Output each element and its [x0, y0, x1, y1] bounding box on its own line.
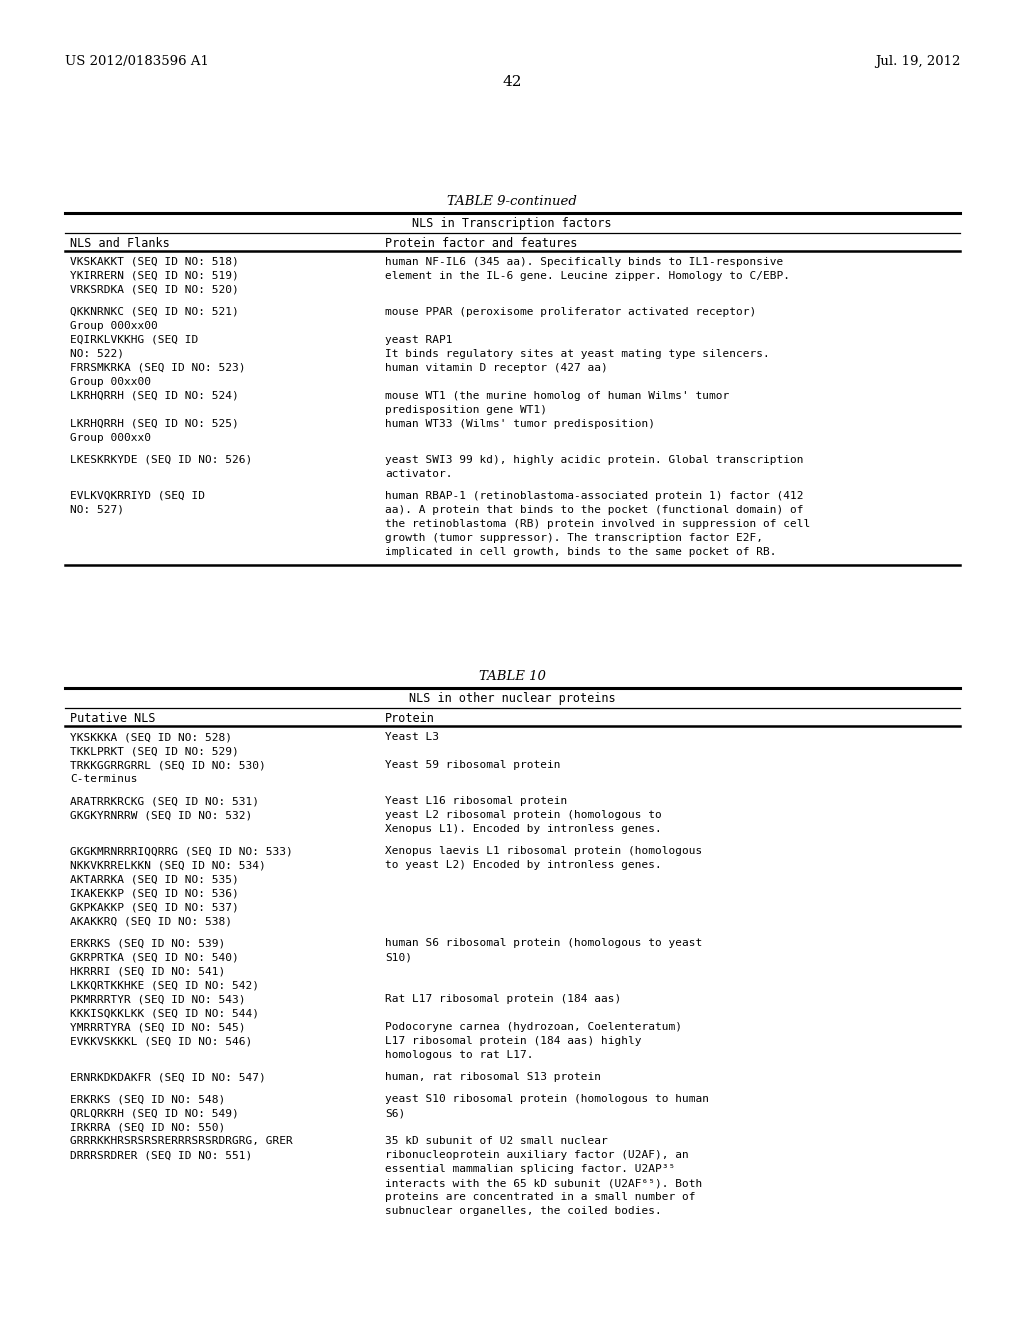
- Text: ribonucleoprotein auxiliary factor (U2AF), an: ribonucleoprotein auxiliary factor (U2AF…: [385, 1150, 689, 1160]
- Text: Yeast L3: Yeast L3: [385, 733, 439, 742]
- Text: It binds regulatory sites at yeast mating type silencers.: It binds regulatory sites at yeast matin…: [385, 348, 770, 359]
- Text: EVLKVQKRRIYD (SEQ ID: EVLKVQKRRIYD (SEQ ID: [70, 491, 205, 502]
- Text: IKAKEKKP (SEQ ID NO: 536): IKAKEKKP (SEQ ID NO: 536): [70, 888, 239, 898]
- Text: NLS in other nuclear proteins: NLS in other nuclear proteins: [409, 692, 615, 705]
- Text: mouse WT1 (the murine homolog of human Wilms' tumor: mouse WT1 (the murine homolog of human W…: [385, 391, 729, 401]
- Text: NLS in Transcription factors: NLS in Transcription factors: [413, 216, 611, 230]
- Text: LKRHQRRH (SEQ ID NO: 524): LKRHQRRH (SEQ ID NO: 524): [70, 391, 239, 401]
- Text: TABLE 10: TABLE 10: [478, 671, 546, 682]
- Text: ERKRKS (SEQ ID NO: 539): ERKRKS (SEQ ID NO: 539): [70, 939, 225, 948]
- Text: GKGKYRNRRW (SEQ ID NO: 532): GKGKYRNRRW (SEQ ID NO: 532): [70, 810, 252, 820]
- Text: US 2012/0183596 A1: US 2012/0183596 A1: [65, 55, 209, 69]
- Text: Yeast L16 ribosomal protein: Yeast L16 ribosomal protein: [385, 796, 567, 807]
- Text: the retinoblastoma (RB) protein involved in suppression of cell: the retinoblastoma (RB) protein involved…: [385, 519, 810, 529]
- Text: implicated in cell growth, binds to the same pocket of RB.: implicated in cell growth, binds to the …: [385, 546, 776, 557]
- Text: S10): S10): [385, 952, 412, 962]
- Text: VKSKAKKT (SEQ ID NO: 518): VKSKAKKT (SEQ ID NO: 518): [70, 257, 239, 267]
- Text: aa). A protein that binds to the pocket (functional domain) of: aa). A protein that binds to the pocket …: [385, 506, 804, 515]
- Text: ERNRKDKDAKFR (SEQ ID NO: 547): ERNRKDKDAKFR (SEQ ID NO: 547): [70, 1072, 266, 1082]
- Text: mouse PPAR (peroxisome proliferator activated receptor): mouse PPAR (peroxisome proliferator acti…: [385, 308, 757, 317]
- Text: Podocoryne carnea (hydrozoan, Coelenteratum): Podocoryne carnea (hydrozoan, Coelentera…: [385, 1022, 682, 1032]
- Text: yeast SWI3 99 kd), highly acidic protein. Global transcription: yeast SWI3 99 kd), highly acidic protein…: [385, 455, 804, 465]
- Text: 42: 42: [502, 75, 522, 88]
- Text: yeast RAP1: yeast RAP1: [385, 335, 453, 345]
- Text: NLS and Flanks: NLS and Flanks: [70, 238, 170, 249]
- Text: KKKISQKKLKK (SEQ ID NO: 544): KKKISQKKLKK (SEQ ID NO: 544): [70, 1008, 259, 1018]
- Text: AKTARRKA (SEQ ID NO: 535): AKTARRKA (SEQ ID NO: 535): [70, 874, 239, 884]
- Text: NKKVKRRELKKN (SEQ ID NO: 534): NKKVKRRELKKN (SEQ ID NO: 534): [70, 861, 266, 870]
- Text: homologous to rat L17.: homologous to rat L17.: [385, 1049, 534, 1060]
- Text: VRKSRDKA (SEQ ID NO: 520): VRKSRDKA (SEQ ID NO: 520): [70, 285, 239, 294]
- Text: interacts with the 65 kD subunit (U2AF⁶⁵). Both: interacts with the 65 kD subunit (U2AF⁶⁵…: [385, 1177, 702, 1188]
- Text: YKSKKKA (SEQ ID NO: 528): YKSKKKA (SEQ ID NO: 528): [70, 733, 232, 742]
- Text: IRKRRA (SEQ ID NO: 550): IRKRRA (SEQ ID NO: 550): [70, 1122, 225, 1133]
- Text: TKKLPRKT (SEQ ID NO: 529): TKKLPRKT (SEQ ID NO: 529): [70, 746, 239, 756]
- Text: Rat L17 ribosomal protein (184 aas): Rat L17 ribosomal protein (184 aas): [385, 994, 622, 1005]
- Text: human, rat ribosomal S13 protein: human, rat ribosomal S13 protein: [385, 1072, 601, 1082]
- Text: subnuclear organelles, the coiled bodies.: subnuclear organelles, the coiled bodies…: [385, 1206, 662, 1216]
- Text: essential mammalian splicing factor. U2AP³⁵: essential mammalian splicing factor. U2A…: [385, 1164, 675, 1173]
- Text: TABLE 9-continued: TABLE 9-continued: [447, 195, 577, 209]
- Text: Protein factor and features: Protein factor and features: [385, 238, 578, 249]
- Text: QKKNRNKC (SEQ ID NO: 521): QKKNRNKC (SEQ ID NO: 521): [70, 308, 239, 317]
- Text: Group 00xx00: Group 00xx00: [70, 378, 151, 387]
- Text: Group 000xx00: Group 000xx00: [70, 321, 158, 331]
- Text: human vitamin D receptor (427 aa): human vitamin D receptor (427 aa): [385, 363, 608, 374]
- Text: GKGKMRNRRRIQQRRG (SEQ ID NO: 533): GKGKMRNRRRIQQRRG (SEQ ID NO: 533): [70, 846, 293, 855]
- Text: NO: 527): NO: 527): [70, 506, 124, 515]
- Text: Xenopus laevis L1 ribosomal protein (homologous: Xenopus laevis L1 ribosomal protein (hom…: [385, 846, 702, 855]
- Text: EVKKVSKKKL (SEQ ID NO: 546): EVKKVSKKKL (SEQ ID NO: 546): [70, 1036, 252, 1045]
- Text: activator.: activator.: [385, 469, 453, 479]
- Text: QRLQRKRH (SEQ ID NO: 549): QRLQRKRH (SEQ ID NO: 549): [70, 1107, 239, 1118]
- Text: GKPKAKKP (SEQ ID NO: 537): GKPKAKKP (SEQ ID NO: 537): [70, 902, 239, 912]
- Text: human RBAP-1 (retinoblastoma-associated protein 1) factor (412: human RBAP-1 (retinoblastoma-associated …: [385, 491, 804, 502]
- Text: Jul. 19, 2012: Jul. 19, 2012: [874, 55, 961, 69]
- Text: GRRRKKHRSRSRSRERRRSRSRDRGRG, GRER: GRRRKKHRSRSRSRERRRSRSRDRGRG, GRER: [70, 1137, 293, 1146]
- Text: ARATRRKRCKG (SEQ ID NO: 531): ARATRRKRCKG (SEQ ID NO: 531): [70, 796, 259, 807]
- Text: HKRRRI (SEQ ID NO: 541): HKRRRI (SEQ ID NO: 541): [70, 966, 225, 975]
- Text: human S6 ribosomal protein (homologous to yeast: human S6 ribosomal protein (homologous t…: [385, 939, 702, 948]
- Text: LKRHQRRH (SEQ ID NO: 525): LKRHQRRH (SEQ ID NO: 525): [70, 418, 239, 429]
- Text: LKKQRTKKНKE (SEQ ID NO: 542): LKKQRTKKНKE (SEQ ID NO: 542): [70, 979, 259, 990]
- Text: 35 kD subunit of U2 small nuclear: 35 kD subunit of U2 small nuclear: [385, 1137, 608, 1146]
- Text: L17 ribosomal protein (184 aas) highly: L17 ribosomal protein (184 aas) highly: [385, 1036, 641, 1045]
- Text: C-terminus: C-terminus: [70, 774, 137, 784]
- Text: predisposition gene WT1): predisposition gene WT1): [385, 405, 547, 414]
- Text: Putative NLS: Putative NLS: [70, 711, 156, 725]
- Text: AKAKKRQ (SEQ ID NO: 538): AKAKKRQ (SEQ ID NO: 538): [70, 916, 232, 927]
- Text: element in the IL-6 gene. Leucine zipper. Homology to C/EBP.: element in the IL-6 gene. Leucine zipper…: [385, 271, 790, 281]
- Text: to yeast L2) Encoded by intronless genes.: to yeast L2) Encoded by intronless genes…: [385, 861, 662, 870]
- Text: proteins are concentrated in a small number of: proteins are concentrated in a small num…: [385, 1192, 695, 1203]
- Text: YKIRRERN (SEQ ID NO: 519): YKIRRERN (SEQ ID NO: 519): [70, 271, 239, 281]
- Text: TRKKGGRRGRRL (SEQ ID NO: 530): TRKKGGRRGRRL (SEQ ID NO: 530): [70, 760, 266, 770]
- Text: EQIRKLVKKHG (SEQ ID: EQIRKLVKKHG (SEQ ID: [70, 335, 199, 345]
- Text: GKRPRTKA (SEQ ID NO: 540): GKRPRTKA (SEQ ID NO: 540): [70, 952, 239, 962]
- Text: yeast L2 ribosomal protein (homologous to: yeast L2 ribosomal protein (homologous t…: [385, 810, 662, 820]
- Text: human WT33 (Wilms' tumor predisposition): human WT33 (Wilms' tumor predisposition): [385, 418, 655, 429]
- Text: LKESKRKYDE (SEQ ID NO: 526): LKESKRKYDE (SEQ ID NO: 526): [70, 455, 252, 465]
- Text: S6): S6): [385, 1107, 406, 1118]
- Text: Group 000xx0: Group 000xx0: [70, 433, 151, 444]
- Text: YMRRRTYRA (SEQ ID NO: 545): YMRRRTYRA (SEQ ID NO: 545): [70, 1022, 246, 1032]
- Text: growth (tumor suppressor). The transcription factor E2F,: growth (tumor suppressor). The transcrip…: [385, 533, 763, 543]
- Text: FRRSMKRKA (SEQ ID NO: 523): FRRSMKRKA (SEQ ID NO: 523): [70, 363, 246, 374]
- Text: ERKRKS (SEQ ID NO: 548): ERKRKS (SEQ ID NO: 548): [70, 1094, 225, 1104]
- Text: Xenopus L1). Encoded by intronless genes.: Xenopus L1). Encoded by intronless genes…: [385, 824, 662, 834]
- Text: Protein: Protein: [385, 711, 435, 725]
- Text: Yeast 59 ribosomal protein: Yeast 59 ribosomal protein: [385, 760, 560, 770]
- Text: DRRRSRDRER (SEQ ID NO: 551): DRRRSRDRER (SEQ ID NO: 551): [70, 1150, 252, 1160]
- Text: yeast S10 ribosomal protein (homologous to human: yeast S10 ribosomal protein (homologous …: [385, 1094, 709, 1104]
- Text: human NF-IL6 (345 aa). Specifically binds to IL1-responsive: human NF-IL6 (345 aa). Specifically bind…: [385, 257, 783, 267]
- Text: PKMRRRTYR (SEQ ID NO: 543): PKMRRRTYR (SEQ ID NO: 543): [70, 994, 246, 1005]
- Text: NO: 522): NO: 522): [70, 348, 124, 359]
